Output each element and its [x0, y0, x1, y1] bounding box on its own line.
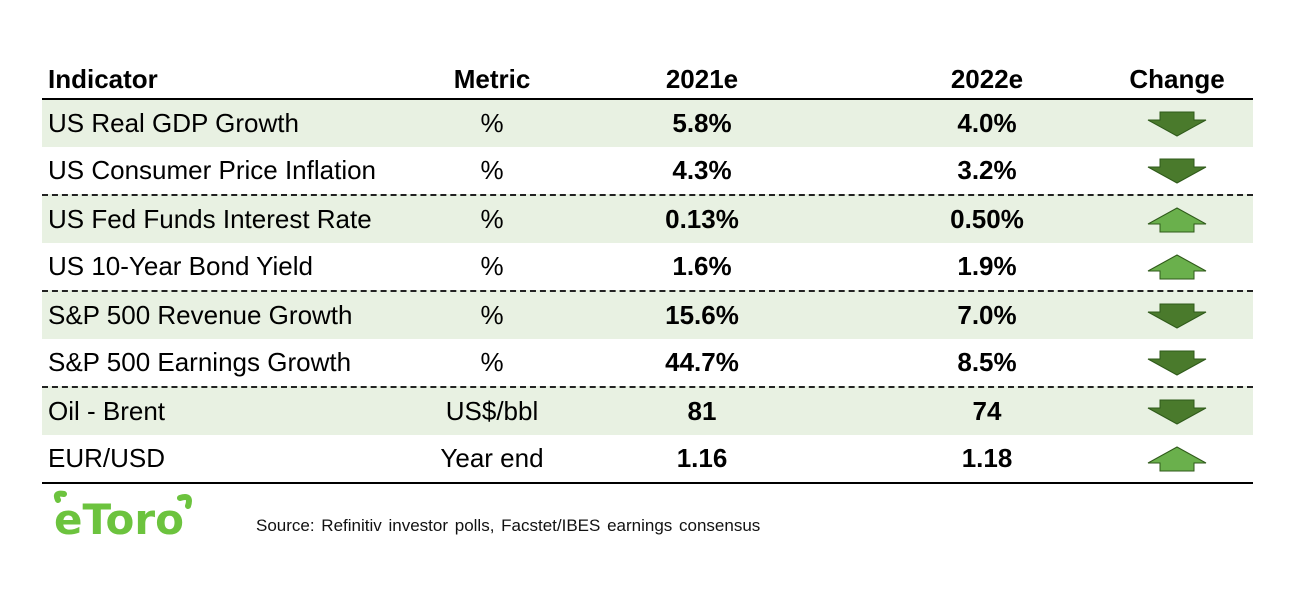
metric-cell: %	[480, 300, 504, 330]
value-2022e-cell: 74	[972, 396, 1002, 426]
value-2021e-cell: 44.7%	[665, 347, 739, 377]
arrow-down-icon	[1147, 111, 1207, 137]
header-2022e: 2022e	[950, 64, 1024, 94]
metric-cell: %	[480, 347, 504, 377]
arrow-down-icon	[1147, 303, 1207, 329]
value-2021e-cell: 1.16	[676, 443, 728, 473]
metric-cell: %	[480, 155, 504, 185]
change-cell	[1107, 196, 1247, 243]
arrow-up-icon	[1147, 445, 1207, 471]
table-row: S&P 500 Revenue Growth% 15.6% 7.0%	[42, 290, 1253, 339]
value-2022e-cell: 8.5%	[957, 347, 1017, 377]
value-2022e-cell: 1.18	[961, 443, 1013, 473]
value-2021e-cell: 5.8%	[672, 108, 732, 138]
value-2022e-cell: 7.0%	[957, 300, 1017, 330]
etoro-logo-text: eToro	[54, 495, 184, 542]
table-row: US 10-Year Bond Yield% 1.6% 1.9%	[42, 243, 1253, 290]
arrow-down-icon	[1147, 158, 1207, 184]
value-2021e-cell: 0.13%	[665, 204, 739, 234]
indicator-cell: S&P 500 Earnings Growth	[48, 347, 352, 377]
value-2022e-cell: 1.9%	[957, 251, 1017, 281]
value-2022e-cell: 4.0%	[957, 108, 1017, 138]
indicator-cell: EUR/USD	[48, 443, 166, 473]
table-row: S&P 500 Earnings Growth% 44.7% 8.5%	[42, 339, 1253, 386]
metric-cell: %	[480, 108, 504, 138]
metric-cell: %	[480, 251, 504, 281]
change-cell	[1107, 292, 1247, 339]
metric-cell: %	[480, 204, 504, 234]
change-cell	[1107, 100, 1247, 147]
arrow-up-icon	[1147, 253, 1207, 279]
table-row: US Real GDP Growth% 5.8% 4.0%	[42, 100, 1253, 147]
etoro-logo: eToro	[53, 490, 192, 542]
table-row: Oil - Brent US$/bbl 81 74	[42, 386, 1253, 435]
change-cell	[1107, 147, 1247, 194]
change-cell	[1107, 339, 1247, 386]
value-2021e-cell: 81	[687, 396, 717, 426]
indicator-cell: US Consumer Price Inflation	[48, 155, 377, 185]
table-header: Indicator Metric 2021e 2022e Change	[42, 60, 1253, 100]
arrow-down-icon	[1147, 399, 1207, 425]
header-change: Change	[1129, 64, 1225, 94]
value-2022e-cell: 3.2%	[957, 155, 1017, 185]
value-2022e-cell: 0.50%	[950, 204, 1024, 234]
table-row: US Fed Funds Interest Rate% 0.13% 0.50%	[42, 194, 1253, 243]
change-cell	[1107, 243, 1247, 290]
indicator-cell: US Fed Funds Interest Rate	[48, 204, 372, 234]
change-cell	[1107, 388, 1247, 435]
table-row: EUR/USD Year end 1.16 1.18	[42, 435, 1253, 484]
metric-cell: Year end	[440, 443, 544, 473]
metric-cell: US$/bbl	[445, 396, 539, 426]
indicator-cell: Oil - Brent	[48, 396, 166, 426]
indicator-cell: US 10-Year Bond Yield	[48, 251, 314, 281]
source-note: Source: Refinitiv investor polls, Facste…	[256, 516, 761, 535]
indicator-table: Indicator Metric 2021e 2022e Change US R…	[42, 60, 1253, 484]
change-cell	[1107, 435, 1247, 482]
header-metric: Metric	[453, 64, 531, 94]
arrow-down-icon	[1147, 350, 1207, 376]
arrow-up-icon	[1147, 206, 1207, 232]
table-body: US Real GDP Growth% 5.8% 4.0% US Consumer P…	[42, 100, 1253, 484]
header-indicator: Indicator	[48, 64, 158, 94]
value-2021e-cell: 4.3%	[672, 155, 732, 185]
value-2021e-cell: 15.6%	[665, 300, 739, 330]
table-row: US Consumer Price Inflation% 4.3% 3.2%	[42, 147, 1253, 194]
header-2021e: 2021e	[665, 64, 739, 94]
indicator-cell: US Real GDP Growth	[48, 108, 299, 138]
indicator-cell: S&P 500 Revenue Growth	[48, 300, 353, 330]
value-2021e-cell: 1.6%	[672, 251, 732, 281]
